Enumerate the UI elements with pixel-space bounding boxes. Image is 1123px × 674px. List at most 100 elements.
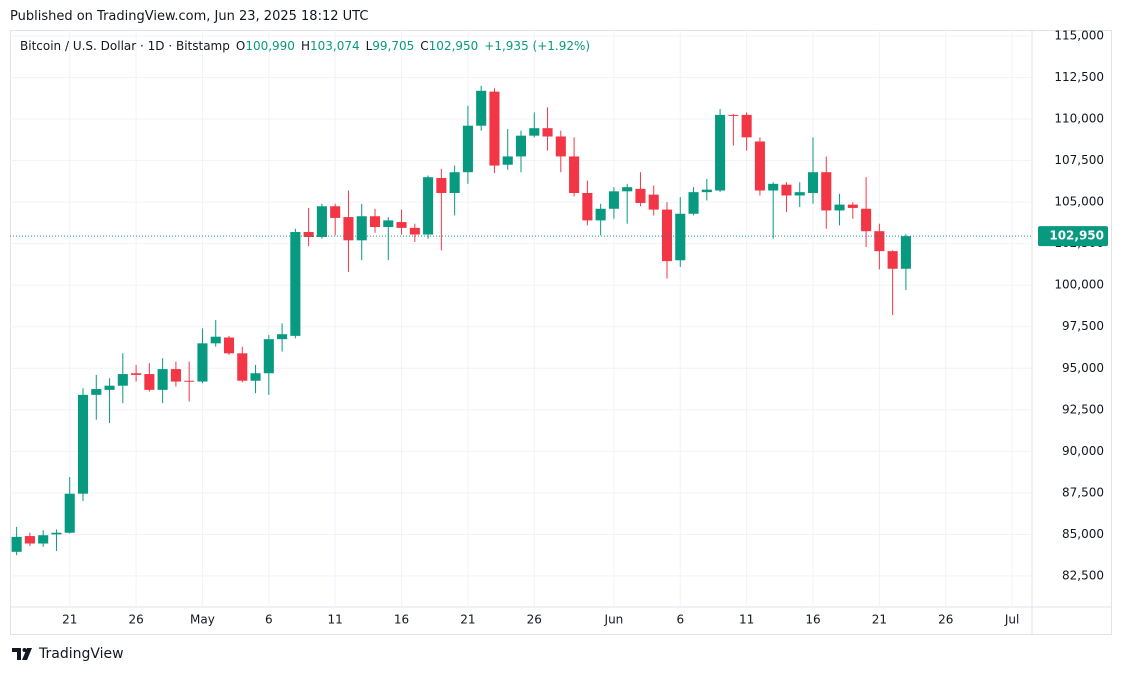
candle-body [290,232,301,336]
candle-body [768,183,779,191]
candle-body [834,204,845,211]
candle-body [861,208,872,232]
last-price-label: 102,950 [1049,229,1104,243]
candle-body [51,532,62,535]
candle-body [688,192,699,214]
candle-body [91,389,102,395]
legend-value: 100,990 [245,39,295,53]
legend-value: 99,705 [372,39,415,53]
candle-body [675,213,686,261]
candle-body [117,374,128,386]
candle-body [197,343,208,382]
candle-body [847,204,858,208]
candle-body [715,114,726,191]
candle-body [542,128,553,137]
candle-body [582,192,593,221]
y-tick-label: 87,500 [1062,485,1104,499]
legend-key: H [300,39,310,53]
candle-body [489,91,500,166]
y-tick-label: 100,000 [1054,278,1104,292]
candle-body [104,385,115,390]
brand-logo [12,648,32,660]
x-tick-label: 21 [872,613,887,627]
x-tick-label: 16 [394,613,409,627]
grid [10,30,1032,607]
candle-body [595,208,606,221]
legend-key: C [420,39,429,53]
chart-frame [10,30,1112,635]
candle-body [237,353,248,381]
y-tick-label: 92,500 [1062,402,1104,416]
candle-body [210,336,221,344]
x-tick-label: 11 [328,613,343,627]
candle-body [131,373,142,375]
candle-body [887,251,898,269]
y-tick-label: 110,000 [1054,112,1104,126]
x-tick-label: 26 [128,613,143,627]
candle-body [661,209,673,262]
candle-body [223,337,235,354]
y-tick-label: 115,000 [1054,28,1104,42]
y-tick-label: 107,500 [1054,153,1104,167]
x-tick-label: 6 [265,613,273,627]
y-tick-label: 90,000 [1062,444,1104,458]
x-tick-label: May [190,613,215,627]
x-tick-label: 11 [739,613,754,627]
published-note: Published on TradingView.com, Jun 23, 20… [10,9,369,24]
x-tick-label: 26 [938,613,953,627]
candle-body [77,394,89,494]
candle-body [502,156,513,165]
y-tick-label: 95,000 [1062,361,1104,375]
y-tick-label: 112,500 [1054,70,1104,84]
legend-key: O [235,39,246,53]
candle-body [622,187,633,192]
legend-value: 102,950 [428,39,479,53]
brand[interactable]: TradingView [12,646,124,662]
legend-key: L [365,39,373,53]
candle-body [476,90,487,126]
x-tick-label: 21 [460,613,475,627]
candle-body [701,189,712,193]
candle-body [807,172,819,193]
candle-body [781,184,792,196]
candle-body [449,172,460,193]
y-tick-label: 105,000 [1054,195,1104,209]
brand-name: TradingView [39,646,124,662]
candle-body [515,135,527,157]
x-tick-label: Jul [1004,613,1019,627]
candle-body [250,373,261,381]
last-price-tag [1038,226,1108,247]
candle-body [316,206,327,238]
candle-body [741,114,752,138]
candle-body [277,334,288,340]
candle-body [24,536,35,544]
candle-body [648,194,659,210]
candle-body [184,380,195,382]
candle-body [874,231,885,252]
x-tick-label: 21 [62,613,77,627]
candle-body [409,227,420,235]
candle-body [462,125,473,173]
candle-body [821,172,832,211]
y-tick-label: 82,500 [1062,568,1104,582]
candle-body [170,369,181,382]
x-tick-label: Jun [604,613,624,627]
chart-title: Bitcoin / U.S. Dollar · 1D · Bitstamp [20,39,230,53]
candle-body [529,128,540,136]
candle-body [303,232,314,238]
candle-body [38,535,49,544]
axes: 82,500 85,000 87,500 90,000 92,500 95,000 97,5… [62,28,1108,627]
x-tick-label: 6 [676,613,684,627]
candle-body [396,222,407,228]
y-tick-label: 85,000 [1062,527,1104,541]
candle-body [263,339,274,374]
candle-body [383,220,394,228]
candle-body [569,156,580,193]
candle-body [555,136,566,157]
y-tick-label: 97,500 [1062,319,1104,333]
candle-body [157,369,168,390]
candle-body [728,114,739,116]
candles [10,85,1032,556]
